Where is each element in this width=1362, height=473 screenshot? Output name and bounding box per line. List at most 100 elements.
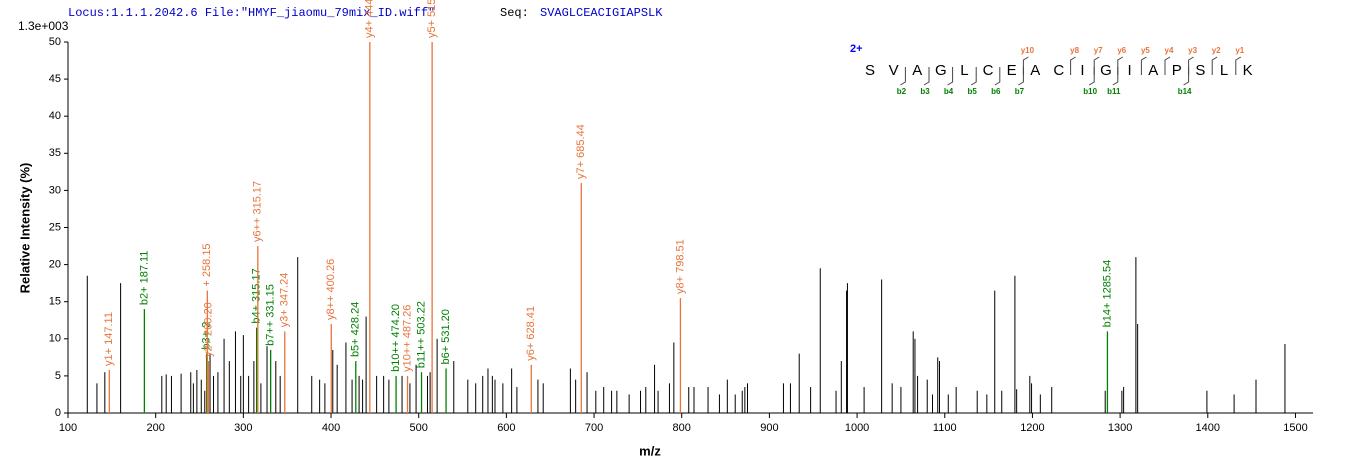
residue: A xyxy=(912,62,922,79)
peak-label: y1+ 147.11 xyxy=(103,312,115,366)
residue: L xyxy=(960,62,968,79)
peak-label: b11++ 503.22 xyxy=(415,301,427,368)
b-cleavage xyxy=(1112,67,1119,86)
b-ion: b7 xyxy=(1015,87,1025,96)
charge: 2+ xyxy=(850,43,863,55)
peak-label: b2+ 187.11 xyxy=(138,251,150,306)
residue: P xyxy=(1172,62,1182,79)
peak-label: y7+ 685.44 xyxy=(575,124,587,179)
b-cleavage xyxy=(1018,67,1024,86)
peak-label: y8++ 400.26 xyxy=(325,259,337,320)
residue: V xyxy=(889,62,899,79)
y-ion: y3 xyxy=(1188,46,1197,55)
x-tick-label: 1100 xyxy=(933,422,957,434)
x-tick-label: 300 xyxy=(234,422,252,434)
residue: S xyxy=(865,62,875,79)
x-axis-label: m/z xyxy=(639,443,661,458)
y-cleavage xyxy=(1070,56,1076,75)
y-ion: y4 xyxy=(1165,46,1174,55)
x-tick-label: 500 xyxy=(410,422,428,434)
y-tick-label: 20 xyxy=(49,259,61,271)
x-tick-label: 1500 xyxy=(1283,422,1307,434)
x-tick-label: 1300 xyxy=(1108,422,1132,434)
y-cleavage xyxy=(1093,56,1100,75)
y-cleavage xyxy=(1235,56,1242,75)
peak-label: b6+ 531.20 xyxy=(440,309,452,364)
x-tick-label: 900 xyxy=(760,422,778,434)
y-tick-label: 50 xyxy=(49,36,61,48)
x-tick-label: 1000 xyxy=(845,422,869,434)
b-cleavage xyxy=(923,67,930,86)
y-ion: y8 xyxy=(1070,46,1079,55)
seq-label: Seq: xyxy=(500,6,529,20)
x-tick-label: 1400 xyxy=(1196,422,1220,434)
peak-label: b4+ 315.17 xyxy=(251,268,263,323)
residue: L xyxy=(1220,62,1228,79)
peak-label: b7++ 331.15 xyxy=(265,284,277,346)
b-cleavage xyxy=(1088,67,1095,86)
residue: K xyxy=(1243,62,1253,79)
peak-label: b14+ 1285.54 xyxy=(1101,260,1113,328)
peak-label: b5+ 428.24 xyxy=(350,302,362,357)
y-cleavage xyxy=(1022,56,1029,75)
y-tick-label: 5 xyxy=(55,370,61,382)
b-ion: b6 xyxy=(991,87,1001,96)
x-tick-label: 400 xyxy=(322,422,340,434)
y-ion: y1 xyxy=(1235,46,1244,55)
b-ion: b3 xyxy=(920,87,930,96)
y-ion: y6 xyxy=(1117,46,1126,55)
peak-label: + 258.15 xyxy=(201,243,213,286)
peak-label: b3+ 2 xyxy=(201,322,213,350)
y-tick-label: 0 xyxy=(55,407,61,419)
b-cleavage xyxy=(900,67,906,86)
residue: C xyxy=(983,62,994,79)
y-cleavage xyxy=(1188,56,1194,75)
residue: I xyxy=(1128,62,1132,79)
residue: E xyxy=(1007,62,1017,79)
y-ion: y7 xyxy=(1094,46,1103,55)
x-tick-label: 1200 xyxy=(1020,422,1044,434)
y-ion: y2 xyxy=(1212,46,1221,55)
residue: G xyxy=(935,62,947,79)
peak-label: y6++ 315.17 xyxy=(252,181,264,242)
y-tick-label: 30 xyxy=(49,184,61,196)
b-ion: b10 xyxy=(1083,87,1097,96)
b-ion: b11 xyxy=(1107,87,1121,96)
b-cleavage xyxy=(947,67,954,86)
peak-label: b10++ 474.20 xyxy=(390,304,402,372)
residue: A xyxy=(1030,62,1040,79)
y-cleavage xyxy=(1117,56,1124,75)
x-tick-label: 800 xyxy=(673,422,691,434)
residue: S xyxy=(1195,62,1205,79)
x-tick-label: 600 xyxy=(497,422,515,434)
y-tick-label: 45 xyxy=(49,73,61,85)
peak-label: y10++ 487.26 xyxy=(401,305,413,372)
y-cleavage xyxy=(1140,56,1147,75)
b-cleavage xyxy=(1183,67,1190,86)
y-tick-label: 10 xyxy=(49,333,61,345)
y-tick-label: 40 xyxy=(49,110,61,122)
b-ion: b2 xyxy=(897,87,907,96)
y-ion: y5 xyxy=(1141,46,1150,55)
peak-label: y8+ 798.51 xyxy=(674,239,686,294)
residue: C xyxy=(1053,62,1064,79)
x-tick-label: 200 xyxy=(146,422,164,434)
peak-label: y2+ 260.20 xyxy=(202,302,214,357)
residue: G xyxy=(1100,62,1112,79)
b-ion: b4 xyxy=(944,87,954,96)
residue: A xyxy=(1148,62,1158,79)
peak-label: y6+ 628.41 xyxy=(525,306,537,361)
b-ion: b5 xyxy=(968,87,978,96)
locus: Locus:1.1.1.2042.6 File:"HMYF_jiaomu_79m… xyxy=(68,6,435,20)
b-ion: b14 xyxy=(1178,87,1192,96)
y-tick-label: 15 xyxy=(49,296,61,308)
y-cleavage xyxy=(1164,56,1171,75)
x-tick-label: 100 xyxy=(59,422,77,434)
b-cleavage xyxy=(994,67,1001,86)
y-ion: y10 xyxy=(1021,46,1035,55)
y-axis-label: Relative Intensity (%) xyxy=(17,163,32,294)
seq: SVAGLCEACIGIAPSLK xyxy=(540,6,663,20)
b-cleavage xyxy=(970,67,977,86)
